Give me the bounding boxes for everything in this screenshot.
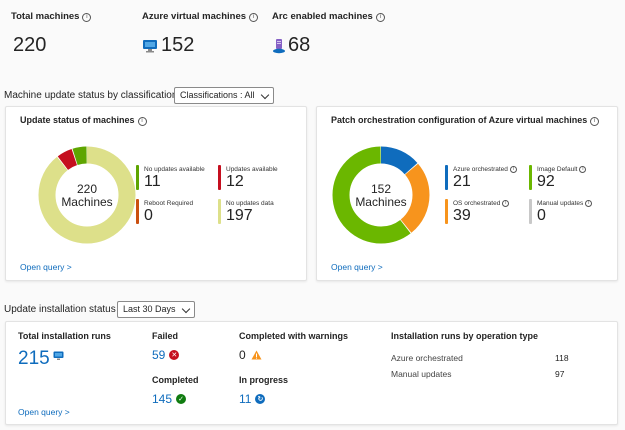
azure-vms-value: 152: [161, 34, 195, 56]
warnings-value: 0: [239, 348, 246, 362]
legend-item: Updates available 12: [218, 165, 278, 190]
in-progress-icon: ↻: [255, 394, 266, 404]
arc-machines-label: Arc enabled machines i: [272, 11, 385, 22]
arc-machines-value: 68: [288, 34, 311, 56]
donut-center-label: Machines: [355, 195, 407, 209]
legend-item: Manual updates i 0: [529, 199, 593, 224]
checkmark-icon: ✓: [176, 394, 187, 404]
by-operation-title: Installation runs by operation type: [391, 331, 539, 341]
info-icon[interactable]: i: [579, 166, 587, 173]
patch-orchestration-donut: [332, 146, 430, 244]
legend-value: 12: [226, 173, 244, 190]
legend-value: 0: [144, 207, 153, 224]
legend-value: 39: [453, 207, 471, 224]
donut-center-value: 152: [370, 182, 392, 196]
donut-segment[interactable]: [332, 146, 430, 244]
azure-vms-label: Azure virtual machines i: [142, 11, 259, 22]
total-runs-label: Total installation runs: [18, 331, 111, 341]
chevron-down-icon: [181, 304, 190, 314]
arc-server-icon: [273, 38, 285, 53]
legend-item: Azure orchestrated i 21: [445, 165, 517, 190]
info-icon[interactable]: i: [590, 117, 600, 126]
chevron-down-icon: [260, 90, 269, 100]
open-query-link[interactable]: Open query >: [20, 262, 72, 272]
install-section-title: Update installation status: [4, 304, 116, 315]
operation-row-value: 97: [555, 369, 565, 379]
failed-value[interactable]: 59: [152, 348, 166, 362]
operation-row-value: 118: [555, 353, 569, 363]
total-runs-value: 215: [18, 348, 50, 369]
operation-row-label: Azure orchestrated: [391, 353, 463, 363]
legend-label: OS orchestrated i: [453, 200, 510, 207]
legend-label: Azure orchestrated i: [453, 166, 517, 173]
completed-label: Completed: [152, 375, 199, 385]
donut-center-value: 220: [76, 182, 98, 196]
open-query-link[interactable]: Open query >: [18, 407, 70, 417]
patch-orchestration-card: Patch orchestration configuration of Azu…: [316, 106, 618, 281]
legend-label: Reboot Required: [144, 200, 194, 207]
open-query-link[interactable]: Open query >: [331, 262, 383, 272]
error-icon: ✕: [169, 350, 180, 360]
update-status-card: Update status of machines i 220 Machines …: [5, 106, 307, 281]
legend-item: OS orchestrated i 39: [445, 199, 510, 224]
legend-label: Image Default i: [537, 166, 587, 173]
info-icon[interactable]: i: [509, 166, 517, 173]
legend-label: Updates available: [226, 166, 278, 173]
legend-value: 0: [537, 207, 546, 224]
donut-segment[interactable]: [332, 146, 430, 244]
legend-label: No updates available: [144, 166, 205, 173]
in-progress-label: In progress: [239, 375, 289, 385]
time-range-dropdown-value: Last 30 Days: [123, 304, 176, 314]
card-title: Patch orchestration configuration of Azu…: [331, 115, 600, 126]
legend-item: Image Default i 92: [529, 165, 587, 190]
legend-label: No updates data: [226, 200, 274, 207]
virtual-machine-icon: [53, 351, 64, 360]
legend-value: 197: [226, 207, 253, 224]
donut-center-label: Machines: [61, 195, 113, 209]
update-status-donut: [38, 146, 136, 244]
in-progress-value[interactable]: 11: [239, 392, 252, 406]
info-icon[interactable]: i: [82, 13, 92, 22]
legend-value: 11: [144, 173, 161, 190]
info-icon[interactable]: i: [249, 13, 259, 22]
info-icon[interactable]: i: [585, 200, 593, 207]
failed-label: Failed: [152, 331, 179, 341]
legend-item: No updates available 11: [136, 165, 205, 190]
total-machines-value: 220: [13, 34, 47, 56]
legend-item: No updates data 197: [218, 199, 274, 224]
virtual-machine-icon: [143, 39, 157, 52]
card-title: Update status of machines i: [20, 115, 147, 126]
warnings-label: Completed with warnings: [239, 331, 349, 341]
azure-vms-stat: Azure virtual machines i 152: [142, 11, 259, 57]
legend-item: Reboot Required 0: [136, 199, 193, 224]
arc-machines-stat: Arc enabled machines i 68: [272, 11, 385, 57]
legend-label: Manual updates i: [537, 200, 593, 207]
legend-value: 21: [453, 173, 471, 190]
time-range-dropdown[interactable]: Last 30 Days: [117, 301, 195, 318]
donut-segment[interactable]: [332, 146, 430, 244]
classification-section-title: Machine update status by classification: [4, 90, 178, 101]
classifications-dropdown[interactable]: Classifications : All: [174, 87, 274, 104]
operation-row-label: Manual updates: [391, 369, 452, 379]
donut-segment[interactable]: [38, 146, 136, 244]
installation-status-card: Total installation runs 215 Failed 59 ✕ …: [5, 321, 618, 425]
completed-value[interactable]: 145: [152, 392, 173, 406]
info-icon[interactable]: i: [137, 117, 147, 126]
legend-value: 92: [537, 173, 555, 190]
info-icon[interactable]: i: [375, 13, 385, 22]
total-machines-stat: Total machines i 220: [11, 11, 92, 57]
info-icon[interactable]: i: [502, 200, 510, 207]
warning-icon: [251, 350, 262, 360]
classifications-dropdown-value: Classifications : All: [180, 90, 255, 100]
total-machines-label: Total machines i: [11, 11, 92, 22]
